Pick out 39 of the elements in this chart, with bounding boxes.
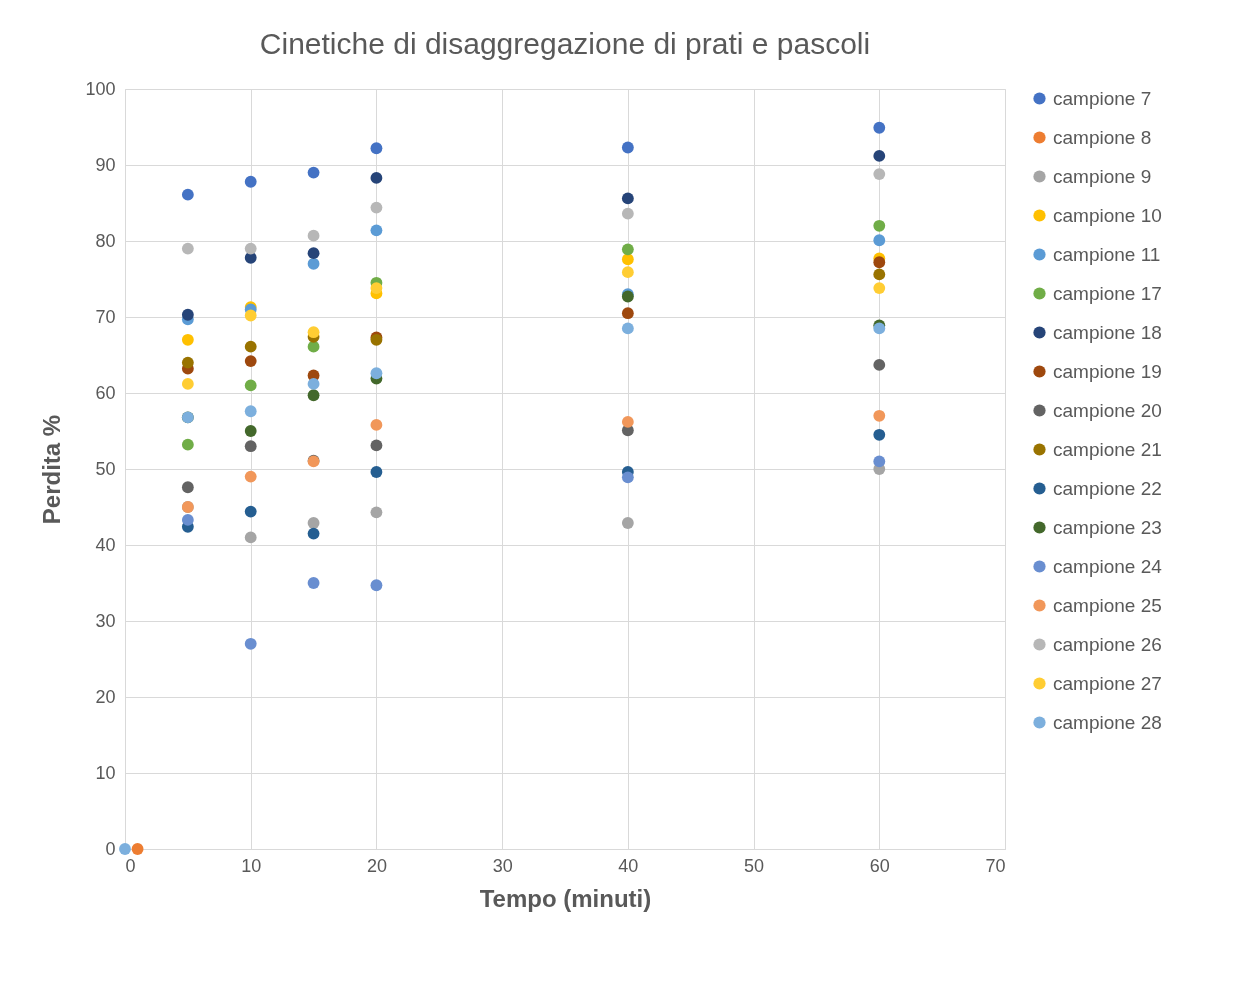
y-axis-title: Perdita % xyxy=(38,414,66,525)
legend-label: campione 9 xyxy=(1053,165,1152,187)
x-tick-label: 60 xyxy=(869,855,890,876)
y-tick-label: 20 xyxy=(95,686,116,707)
y-tick-label: 100 xyxy=(85,78,116,99)
y-tick-label: 60 xyxy=(95,382,116,403)
legend-label: campione 10 xyxy=(1053,204,1162,226)
legend-label: campione 26 xyxy=(1053,633,1162,655)
legend-label: campione 17 xyxy=(1053,282,1162,304)
y-tick-label: 50 xyxy=(95,458,116,479)
chart-title: Cinetiche di disaggregazione di prati e pascoli xyxy=(259,27,871,60)
legend-label: campione 21 xyxy=(1053,438,1162,460)
legend-label: campione 24 xyxy=(1053,555,1163,577)
legend-label: campione 11 xyxy=(1053,243,1161,265)
y-tick-label: 70 xyxy=(95,306,116,327)
legend-label: campione 19 xyxy=(1053,360,1162,382)
legend-label: campione 25 xyxy=(1053,594,1162,616)
x-tick-label: 30 xyxy=(492,855,513,876)
legend-label: campione 20 xyxy=(1053,399,1162,421)
legend-label: campione 27 xyxy=(1053,672,1162,694)
legend-label: campione 28 xyxy=(1053,711,1162,733)
x-tick-label: 10 xyxy=(241,855,262,876)
x-tick-label: 0 xyxy=(125,855,136,876)
x-tick-label: 20 xyxy=(366,855,387,876)
y-tick-label: 0 xyxy=(105,838,116,859)
legend-label: campione 18 xyxy=(1053,321,1162,343)
x-tick-label: 40 xyxy=(618,855,639,876)
legend-label: campione 8 xyxy=(1053,126,1152,148)
y-tick-label: 10 xyxy=(95,762,116,783)
legend-label: campione 7 xyxy=(1053,87,1152,109)
legend-label: campione 22 xyxy=(1053,477,1162,499)
x-tick-label: 70 xyxy=(985,855,1006,876)
x-tick-label: 50 xyxy=(744,855,765,876)
y-tick-label: 30 xyxy=(95,610,116,631)
x-axis-title: Tempo (minuti) xyxy=(479,884,652,912)
y-tick-label: 80 xyxy=(95,230,116,251)
y-tick-label: 40 xyxy=(95,534,116,555)
legend-label: campione 23 xyxy=(1053,516,1162,538)
y-tick-label: 90 xyxy=(95,154,116,175)
